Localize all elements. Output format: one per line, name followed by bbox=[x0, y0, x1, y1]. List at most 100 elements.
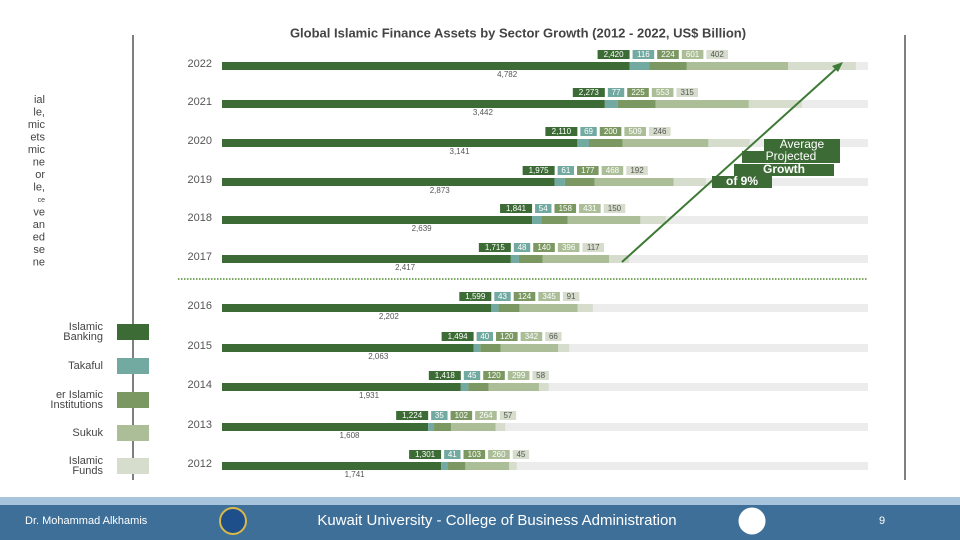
value-label: 2,273 bbox=[579, 88, 600, 97]
legend-swatch bbox=[117, 392, 149, 408]
bar-segment bbox=[532, 216, 542, 224]
annotation-box bbox=[712, 176, 772, 188]
bar-segment bbox=[428, 423, 435, 431]
bar-segment bbox=[748, 100, 802, 108]
side-fragment: ne bbox=[33, 256, 45, 268]
total-label: 4,782 bbox=[497, 70, 518, 79]
annotation-text: Projected bbox=[766, 149, 817, 163]
side-fragment: ve bbox=[33, 206, 45, 218]
bar-segment bbox=[577, 304, 593, 312]
value-label: 192 bbox=[630, 166, 644, 175]
value-label-box bbox=[545, 127, 578, 136]
value-label: 124 bbox=[518, 292, 532, 301]
value-label-box bbox=[463, 371, 481, 380]
value-label: 402 bbox=[710, 50, 724, 59]
bar-segment bbox=[473, 344, 481, 352]
bar-segment bbox=[708, 139, 750, 147]
value-label: 299 bbox=[512, 371, 526, 380]
value-label-box bbox=[580, 127, 597, 136]
value-label-box bbox=[478, 243, 511, 252]
total-label: 2,873 bbox=[430, 186, 451, 195]
bar-segment bbox=[542, 255, 610, 263]
value-label-box bbox=[500, 204, 533, 213]
y-tick-label: 2013 bbox=[188, 419, 212, 431]
value-label-box bbox=[597, 50, 630, 59]
total-label: 2,063 bbox=[368, 352, 389, 361]
value-label-box bbox=[676, 88, 699, 97]
side-fragment: le, bbox=[33, 181, 45, 193]
bar-segment bbox=[509, 462, 517, 470]
value-label: 91 bbox=[567, 292, 576, 301]
bar-segment bbox=[558, 344, 570, 352]
value-label: 1,841 bbox=[506, 204, 527, 213]
bar-segment bbox=[222, 100, 605, 108]
value-label: 69 bbox=[584, 127, 593, 136]
bar-segment bbox=[468, 383, 489, 391]
value-label-box bbox=[441, 332, 474, 341]
value-label: 2,420 bbox=[604, 50, 625, 59]
bar-segment bbox=[541, 216, 568, 224]
y-tick-label: 2020 bbox=[188, 135, 212, 147]
value-label-box bbox=[572, 88, 605, 97]
value-label: 315 bbox=[681, 88, 695, 97]
side-fragment: le, bbox=[33, 106, 45, 118]
total-label: 1,741 bbox=[345, 470, 366, 479]
value-label: 224 bbox=[661, 50, 675, 59]
value-label: 54 bbox=[539, 204, 548, 213]
value-label: 1,494 bbox=[448, 332, 469, 341]
annotation-box bbox=[742, 151, 840, 163]
page-number: 9 bbox=[879, 515, 885, 527]
bar-segment bbox=[222, 255, 511, 263]
legend-label: er Islamic Institutions bbox=[50, 389, 103, 411]
value-label: 468 bbox=[606, 166, 620, 175]
value-label: 140 bbox=[537, 243, 551, 252]
value-label: 120 bbox=[500, 332, 514, 341]
value-label: 57 bbox=[503, 411, 512, 420]
bar-segment bbox=[222, 462, 442, 470]
growth-arrow bbox=[621, 66, 839, 263]
bar-segment bbox=[510, 255, 519, 263]
value-label: 120 bbox=[487, 371, 501, 380]
bar-segment bbox=[480, 344, 501, 352]
bar-segment bbox=[222, 383, 461, 391]
footer-bar bbox=[0, 505, 960, 540]
value-label: 1,418 bbox=[435, 371, 456, 380]
annotation-text: Average bbox=[780, 137, 825, 151]
value-label-box bbox=[431, 411, 448, 420]
bar-segment bbox=[567, 216, 641, 224]
total-label: 1,931 bbox=[359, 391, 380, 400]
value-label-box bbox=[459, 292, 492, 301]
side-fragment: mic bbox=[28, 119, 46, 131]
bar-segment bbox=[448, 462, 466, 470]
value-label: 246 bbox=[653, 127, 667, 136]
bar-segment bbox=[640, 216, 666, 224]
bar-segment bbox=[518, 255, 543, 263]
y-tick-label: 2012 bbox=[188, 458, 212, 470]
legend-swatch bbox=[117, 458, 149, 474]
bar-segment bbox=[222, 216, 533, 224]
legend-label: Islamic Banking bbox=[63, 321, 103, 343]
bar-segment bbox=[655, 100, 749, 108]
annotation-text: of 9% bbox=[726, 174, 758, 188]
y-tick-label: 2017 bbox=[188, 251, 212, 263]
value-label: 177 bbox=[581, 166, 595, 175]
bar-segment bbox=[451, 423, 496, 431]
value-label: 58 bbox=[536, 371, 545, 380]
y-tick-label: 2019 bbox=[188, 174, 212, 186]
legend-label: Takaful bbox=[68, 360, 103, 372]
bar-segment bbox=[434, 423, 452, 431]
value-label: 1,715 bbox=[485, 243, 506, 252]
value-label: 2,110 bbox=[552, 127, 572, 136]
bar-segment bbox=[649, 62, 687, 70]
value-label-box bbox=[601, 166, 624, 175]
bar-segment bbox=[622, 139, 709, 147]
bar-segment bbox=[498, 304, 520, 312]
value-label-box bbox=[535, 204, 552, 213]
legend-swatch bbox=[117, 358, 149, 374]
value-label: 1,975 bbox=[529, 166, 550, 175]
legend-label: Islamic Funds bbox=[69, 455, 104, 477]
value-label-box bbox=[463, 450, 486, 459]
bar-segment bbox=[519, 304, 578, 312]
bar-segment bbox=[222, 62, 630, 70]
bar-segment bbox=[441, 462, 449, 470]
